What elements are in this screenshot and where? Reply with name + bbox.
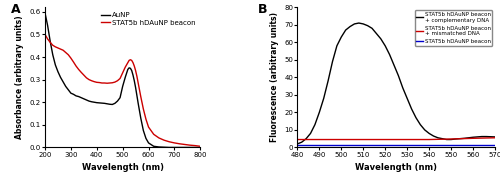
Y-axis label: Absorbance (arbitrary units): Absorbance (arbitrary units) xyxy=(15,15,24,139)
Text: A: A xyxy=(11,3,20,16)
X-axis label: Wavelength (nm): Wavelength (nm) xyxy=(355,163,437,172)
Y-axis label: Fluorescence (arbitrary units): Fluorescence (arbitrary units) xyxy=(270,12,278,142)
Legend: STAT5b hDAuNP beacon
+ complementary DNA, STAT5b hDAuNP beacon
+ mismatched DNA,: STAT5b hDAuNP beacon + complementary DNA… xyxy=(414,10,492,46)
Legend: AuNP, STAT5b hDAuNP beacon: AuNP, STAT5b hDAuNP beacon xyxy=(100,11,197,27)
X-axis label: Wavelength (nm): Wavelength (nm) xyxy=(82,163,164,172)
Text: B: B xyxy=(258,3,268,16)
